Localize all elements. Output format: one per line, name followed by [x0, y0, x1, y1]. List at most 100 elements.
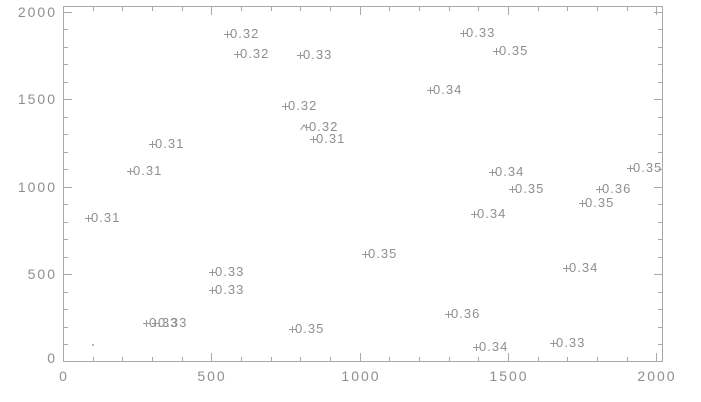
x-axis-major-tick-top — [360, 7, 361, 15]
data-point-plus-marker — [155, 320, 156, 327]
x-axis-minor-tick — [330, 357, 331, 361]
data-point-value-label: 0.33 — [158, 315, 188, 330]
data-point-value-label: 0.34 — [477, 206, 507, 221]
y-axis-tick-label: 2000 — [17, 4, 57, 20]
y-axis-minor-tick — [64, 292, 68, 293]
data-point-plus-marker — [292, 326, 293, 333]
data-point-plus-marker — [496, 48, 497, 55]
x-axis-minor-tick-top — [300, 7, 301, 11]
x-axis-minor-tick-top — [627, 7, 628, 11]
data-point-value-label: 0.33 — [215, 264, 245, 279]
data-point-plus-marker — [88, 215, 89, 222]
y-axis-tick-label: 0 — [47, 350, 57, 366]
y-axis-minor-tick — [64, 82, 68, 83]
x-axis-major-tick — [211, 353, 212, 361]
data-point-plus-marker — [512, 186, 513, 193]
data-point-plus-marker — [313, 136, 314, 143]
y-axis-major-tick-right — [654, 361, 662, 362]
x-axis-tick-label: 500 — [197, 368, 227, 384]
x-axis-minor-tick — [271, 357, 272, 361]
y-axis-major-tick-right — [654, 99, 662, 100]
x-axis-minor-tick — [597, 357, 598, 361]
data-point-plus-marker — [582, 200, 583, 207]
x-axis-minor-tick — [389, 357, 390, 361]
data-point-plus-marker — [237, 51, 238, 58]
x-axis-minor-tick-top — [419, 7, 420, 11]
y-axis-minor-tick — [64, 327, 68, 328]
y-axis-major-tick-right — [654, 12, 662, 13]
data-point-plus-marker — [630, 165, 631, 172]
data-point-value-label: 0.35 — [368, 246, 398, 261]
data-point-plus-marker — [130, 168, 131, 175]
y-axis-major-tick-right — [654, 187, 662, 188]
y-axis-minor-tick-right — [658, 239, 662, 240]
data-point-plus-marker — [474, 211, 475, 218]
y-axis-minor-tick — [64, 134, 68, 135]
plot-area — [63, 6, 663, 362]
data-point-plus-marker — [227, 31, 228, 38]
x-axis-minor-tick-top — [93, 7, 94, 11]
y-axis-minor-tick — [64, 169, 68, 170]
data-point-plus-marker — [285, 103, 286, 110]
y-axis-major-tick — [64, 99, 72, 100]
data-point-plus-marker — [492, 169, 493, 176]
x-axis-minor-tick — [567, 357, 568, 361]
data-point-value-label: 0.35 — [585, 195, 615, 210]
data-point-plus-marker — [566, 265, 567, 272]
x-axis-major-tick — [508, 353, 509, 361]
y-axis-tick-label: 1000 — [17, 179, 57, 195]
y-axis-minor-tick — [64, 152, 68, 153]
x-axis-minor-tick-top — [597, 7, 598, 11]
data-point-triangle-marker-inner — [301, 126, 307, 130]
data-point-value-label: 0.35 — [633, 160, 663, 175]
data-point-value-label: 0.33 — [303, 47, 333, 62]
y-axis-minor-tick-right — [658, 309, 662, 310]
data-point-value-label: 0.31 — [155, 136, 185, 151]
x-axis-major-tick-top — [508, 7, 509, 15]
x-axis-minor-tick-top — [449, 7, 450, 11]
data-point-value-label: 0.34 — [433, 82, 463, 97]
x-axis-minor-tick-top — [478, 7, 479, 11]
y-axis-tick-label: 1500 — [17, 91, 57, 107]
data-point-value-label: 0.31 — [133, 163, 163, 178]
x-axis-minor-tick-top — [152, 7, 153, 11]
data-point-plus-marker — [152, 141, 153, 148]
data-point-value-label: 0.33 — [149, 315, 179, 330]
x-axis-minor-tick-top — [330, 7, 331, 11]
data-point-plus-marker — [553, 340, 554, 347]
y-axis-minor-tick-right — [658, 169, 662, 170]
y-axis-minor-tick — [64, 239, 68, 240]
y-axis-minor-tick — [64, 29, 68, 30]
data-point-value-label: 0.35 — [515, 181, 545, 196]
x-axis-minor-tick-top — [241, 7, 242, 11]
y-axis-minor-tick-right — [658, 292, 662, 293]
x-axis-minor-tick-top — [182, 7, 183, 11]
data-point-plus-marker — [599, 186, 600, 193]
y-axis-minor-tick-right — [658, 257, 662, 258]
y-axis-minor-tick-right — [658, 327, 662, 328]
data-point-value-label: 0.36 — [451, 306, 481, 321]
data-point-value-label: 0.32 — [230, 26, 260, 41]
y-axis-minor-tick — [64, 344, 68, 345]
y-axis-minor-tick — [64, 117, 68, 118]
data-point-value-label: 0.36 — [602, 181, 632, 196]
x-axis-major-tick — [656, 353, 657, 361]
data-point-value-label: 0.34 — [479, 339, 509, 354]
x-axis-minor-tick — [182, 357, 183, 361]
data-point-value-label: 0.34 — [569, 260, 599, 275]
x-axis-minor-tick-top — [567, 7, 568, 11]
x-axis-major-tick-top — [211, 7, 212, 15]
x-axis-major-tick-top — [656, 7, 657, 15]
x-axis-major-tick — [360, 353, 361, 361]
x-axis-major-tick-top — [63, 7, 64, 15]
y-axis-major-tick — [64, 12, 72, 13]
x-axis-minor-tick — [538, 357, 539, 361]
x-axis-minor-tick — [93, 357, 94, 361]
x-axis-minor-tick — [419, 357, 420, 361]
y-axis-major-tick — [64, 187, 72, 188]
data-point-plus-marker — [448, 311, 449, 318]
y-axis-minor-tick-right — [658, 134, 662, 135]
y-axis-major-tick — [64, 361, 72, 362]
x-axis-tick-label: 1500 — [489, 368, 529, 384]
